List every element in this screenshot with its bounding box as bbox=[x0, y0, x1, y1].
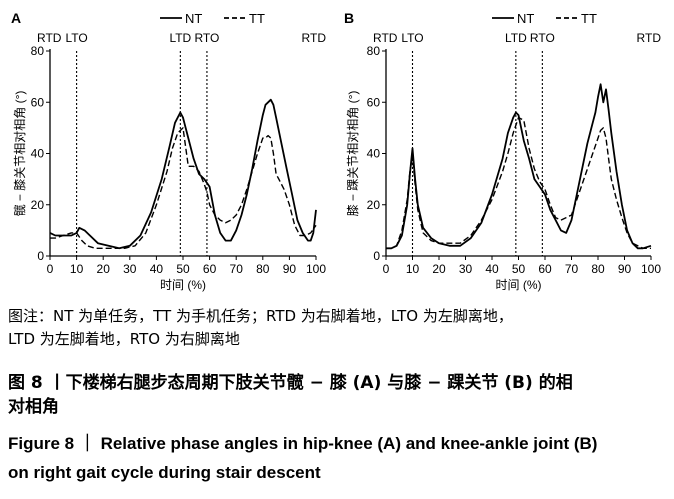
panel-a-y-tick-label-4: 80 bbox=[31, 44, 45, 58]
panel-a-event-label-4: RTD bbox=[302, 31, 327, 45]
panel-a-x-tick-label-2: 20 bbox=[97, 262, 111, 276]
panel-a-event-label-3: RTO bbox=[194, 31, 219, 45]
panel-a-y-tick-label-0: 0 bbox=[37, 249, 44, 263]
figure-caption-en-line2: on right gait cycle during stair descent bbox=[8, 463, 321, 482]
panel-a-x-tick-label-10: 100 bbox=[306, 262, 326, 276]
panel-a-series-nt-line bbox=[49, 98, 317, 250]
panel-a-x-tick-label-8: 80 bbox=[256, 262, 270, 276]
panel-a-y-axis-title: 髋 − 膝关节相对相角 (°) bbox=[12, 91, 27, 217]
panel-b-y-tick-label-1: 20 bbox=[367, 198, 381, 212]
panel-b-legend-label-tt: TT bbox=[581, 11, 597, 26]
panel-a-y-tick-label-2: 40 bbox=[31, 147, 45, 161]
panel-b-series-tt-line bbox=[386, 116, 651, 250]
figure-caption-cn-line1: 图 8 丨下楼梯右腿步态周期下肢关节髋 − 膝 (A) 与膝 − 踝关节 (B)… bbox=[8, 373, 573, 393]
panel-b-event-label-4: RTD bbox=[637, 31, 662, 45]
panel-b-x-tick-label-0: 0 bbox=[383, 262, 390, 276]
figure-caption-en: Figure 8 ｜ Relative phase angles in hip-… bbox=[8, 429, 668, 487]
panel-b-event-label-1: LTO bbox=[401, 31, 423, 45]
panel-a-legend-label-nt: NT bbox=[185, 11, 202, 26]
panel-a-event-label-2: LTD bbox=[169, 31, 191, 45]
panel-a-x-tick-label-6: 60 bbox=[203, 262, 217, 276]
figure-note-line1: 图注：NT 为单任务，TT 为手机任务；RTD 为右脚着地，LTO 为左脚离地， bbox=[8, 307, 513, 325]
panel-b-y-axis-title: 膝 − 踝关节相对相角 (°) bbox=[346, 91, 360, 217]
panel-b-letter: B bbox=[344, 10, 354, 26]
panel-a-series-tt-line bbox=[50, 127, 317, 250]
panel-b-x-tick-label-3: 30 bbox=[459, 262, 473, 276]
panel-b-x-tick-label-8: 80 bbox=[591, 262, 605, 276]
panel-b-x-tick-label-9: 90 bbox=[618, 262, 632, 276]
panel-a-x-tick-label-3: 30 bbox=[123, 262, 137, 276]
panel-a-letter: A bbox=[11, 10, 21, 26]
panel-a-x-tick-label-0: 0 bbox=[47, 262, 54, 276]
figure-caption-en-line1: Figure 8 ｜ Relative phase angles in hip-… bbox=[8, 434, 598, 453]
panel-b-event-label-3: RTO bbox=[530, 31, 555, 45]
panel-b-x-axis-title: 时间 (%) bbox=[496, 278, 542, 292]
panel-b-legend-label-nt: NT bbox=[517, 11, 534, 26]
panel-a-y-tick-label-3: 60 bbox=[31, 95, 45, 109]
panel-b-legend: NT TT bbox=[492, 11, 597, 26]
panel-a-legend-label-tt: TT bbox=[249, 11, 265, 26]
panel-a-legend: NT TT bbox=[160, 11, 265, 26]
panel-b-event-label-0: RTD bbox=[373, 31, 398, 45]
panel-b-event-label-2: LTD bbox=[505, 31, 527, 45]
panel-b-x-tick-label-4: 40 bbox=[485, 262, 499, 276]
figure-caption-cn-line2: 对相角 bbox=[8, 397, 59, 417]
panel-a-y-tick-label-1: 20 bbox=[31, 198, 45, 212]
panel-a-x-tick-label-4: 40 bbox=[150, 262, 164, 276]
panel-b-series-nt-line bbox=[386, 83, 652, 250]
panel-b-x-tick-label-2: 20 bbox=[432, 262, 446, 276]
panel-a-x-tick-label-1: 10 bbox=[70, 262, 84, 276]
panel-a-x-tick-label-7: 70 bbox=[230, 262, 244, 276]
figure-caption-cn: 图 8 丨下楼梯右腿步态周期下肢关节髋 − 膝 (A) 与膝 − 踝关节 (B)… bbox=[8, 371, 668, 419]
panel-b-x-tick-label-6: 60 bbox=[538, 262, 552, 276]
panel-a-x-tick-label-5: 50 bbox=[176, 262, 190, 276]
panel-a-event-label-0: RTD bbox=[37, 31, 62, 45]
panel-b-y-tick-label-0: 0 bbox=[373, 249, 380, 263]
panel-a-event-label-1: LTO bbox=[65, 31, 87, 45]
panel-b-x-tick-label-10: 100 bbox=[641, 262, 661, 276]
panel-b-y-tick-label-2: 40 bbox=[367, 147, 381, 161]
figure-note: 图注：NT 为单任务，TT 为手机任务；RTD 为右脚着地，LTO 为左脚离地，… bbox=[8, 305, 668, 351]
panel-a-x-tick-label-9: 90 bbox=[283, 262, 297, 276]
panel-b-y-tick-label-4: 80 bbox=[367, 44, 381, 58]
panel-b-x-tick-label-5: 50 bbox=[512, 262, 526, 276]
panel-b-x-tick-label-1: 10 bbox=[406, 262, 420, 276]
figure-note-line2: LTD 为左脚着地，RTO 为右脚离地 bbox=[8, 330, 240, 348]
panel-a-x-axis-title: 时间 (%) bbox=[160, 278, 206, 292]
panel-b-x-tick-label-7: 70 bbox=[565, 262, 579, 276]
panel-b-y-tick-label-3: 60 bbox=[367, 95, 381, 109]
